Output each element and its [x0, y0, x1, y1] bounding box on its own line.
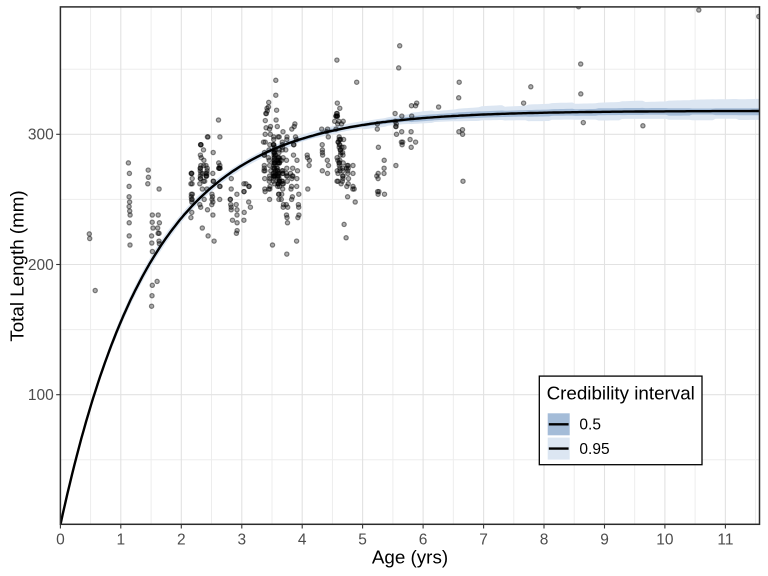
- svg-text:200: 200: [28, 257, 54, 274]
- svg-text:5: 5: [358, 532, 367, 549]
- svg-text:10: 10: [656, 532, 674, 549]
- svg-text:2: 2: [177, 532, 186, 549]
- svg-text:300: 300: [28, 127, 54, 144]
- svg-text:1: 1: [116, 532, 125, 549]
- svg-text:Age (yrs): Age (yrs): [372, 547, 448, 568]
- svg-text:4: 4: [298, 532, 307, 549]
- svg-text:9: 9: [600, 532, 609, 549]
- svg-text:3: 3: [237, 532, 246, 549]
- svg-text:6: 6: [419, 532, 428, 549]
- svg-text:Total Length (mm): Total Length (mm): [7, 190, 28, 341]
- svg-text:8: 8: [540, 532, 549, 549]
- svg-text:100: 100: [28, 387, 54, 404]
- svg-text:0: 0: [56, 532, 65, 549]
- svg-text:0.95: 0.95: [579, 441, 609, 458]
- svg-text:11: 11: [717, 532, 733, 549]
- svg-text:0.5: 0.5: [579, 417, 601, 434]
- svg-text:7: 7: [479, 532, 488, 549]
- svg-text:Credibility interval: Credibility interval: [547, 382, 695, 403]
